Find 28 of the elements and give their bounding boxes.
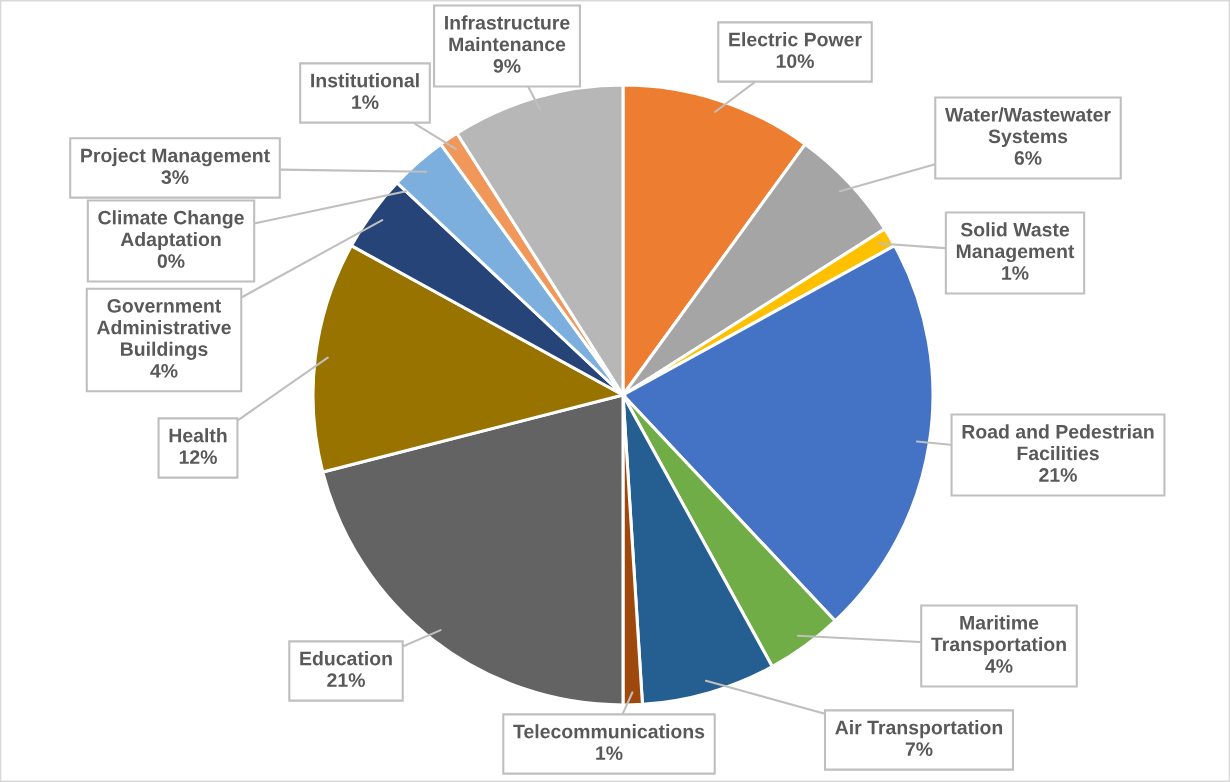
data-label: 21% (327, 673, 365, 687)
data-label: 6% (1014, 151, 1042, 165)
data-label: 4% (985, 659, 1013, 673)
data-label: 1% (596, 746, 623, 760)
slice-label: Maritime Transportation (931, 615, 1066, 656)
data-label: 12% (179, 450, 217, 464)
data-label: 1% (1002, 266, 1029, 280)
slice-label: Government Administrative Buildings (96, 298, 231, 360)
slice-label: Education (300, 651, 392, 666)
slice-label: Infrastructure Maintenance (445, 15, 570, 52)
slice-label: Institutional (311, 73, 419, 88)
data-label: 10% (776, 54, 814, 69)
slice-label: Air Transportation (835, 720, 1003, 739)
slice-label: Telecommunications (513, 724, 705, 739)
data-label: 1% (352, 95, 379, 109)
slice-label: Solid Waste Management (956, 222, 1075, 263)
data-label: 9% (493, 59, 521, 73)
text: 0% (157, 254, 185, 268)
slice-label: Water/Wastewater Systems (945, 107, 1111, 148)
data-label: 3% (161, 170, 189, 185)
slice-label: Project Management (81, 148, 270, 167)
slice-label: Health (169, 428, 227, 443)
category-label: Climate Change Adaptation (98, 210, 244, 251)
data-label: 21% (1039, 468, 1077, 482)
slice-label: Electric Power (729, 32, 862, 47)
data-label: 4% (150, 364, 178, 378)
slice-label: Road and Pedestrian Facilities (962, 424, 1154, 461)
data-label: 7% (905, 742, 933, 756)
